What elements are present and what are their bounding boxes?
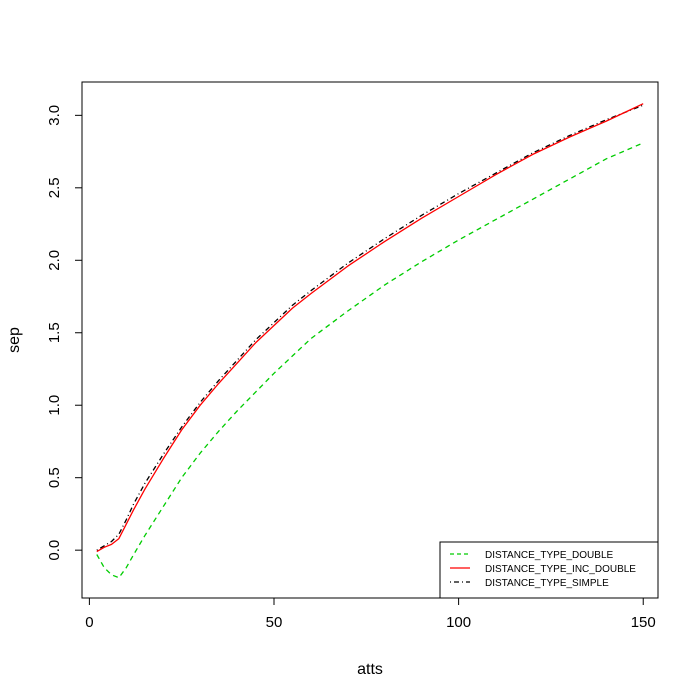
legend-label-simple: DISTANCE_TYPE_SIMPLE (485, 578, 609, 589)
series-layer (96, 103, 644, 579)
y-axis: 0.0 0.5 1.0 1.5 2.0 2.5 3.0 (46, 105, 82, 561)
series-line-distance-type-double (96, 142, 644, 579)
x-tick-label: 0 (85, 614, 93, 631)
y-tick-label: 3.0 (46, 105, 63, 126)
x-axis: 0 50 100 150 (85, 598, 656, 631)
legend-label-double: DISTANCE_TYPE_DOUBLE (485, 550, 614, 561)
x-tick-label: 150 (631, 614, 656, 631)
x-axis-title: atts (357, 661, 383, 678)
y-tick-label: 1.0 (46, 395, 63, 416)
x-tick-label: 50 (266, 614, 283, 631)
legend-box (439, 541, 659, 599)
y-axis-title: sep (6, 327, 23, 353)
y-tick-label: 0.5 (46, 467, 63, 488)
y-tick-label: 2.5 (46, 177, 63, 198)
series-line-distance-type-inc-double (96, 103, 644, 553)
x-tick-label: 100 (446, 614, 471, 631)
legend-label-inc-double: DISTANCE_TYPE_INC_DOUBLE (485, 564, 636, 575)
y-tick-label: 1.5 (46, 322, 63, 343)
plot-frame (81, 81, 659, 599)
series-line-distance-type-simple (96, 104, 644, 551)
legend: DISTANCE_TYPE_DOUBLE DISTANCE_TYPE_INC_D… (439, 541, 659, 599)
y-tick-label: 0.0 (46, 540, 63, 561)
y-tick-label: 2.0 (46, 250, 63, 271)
